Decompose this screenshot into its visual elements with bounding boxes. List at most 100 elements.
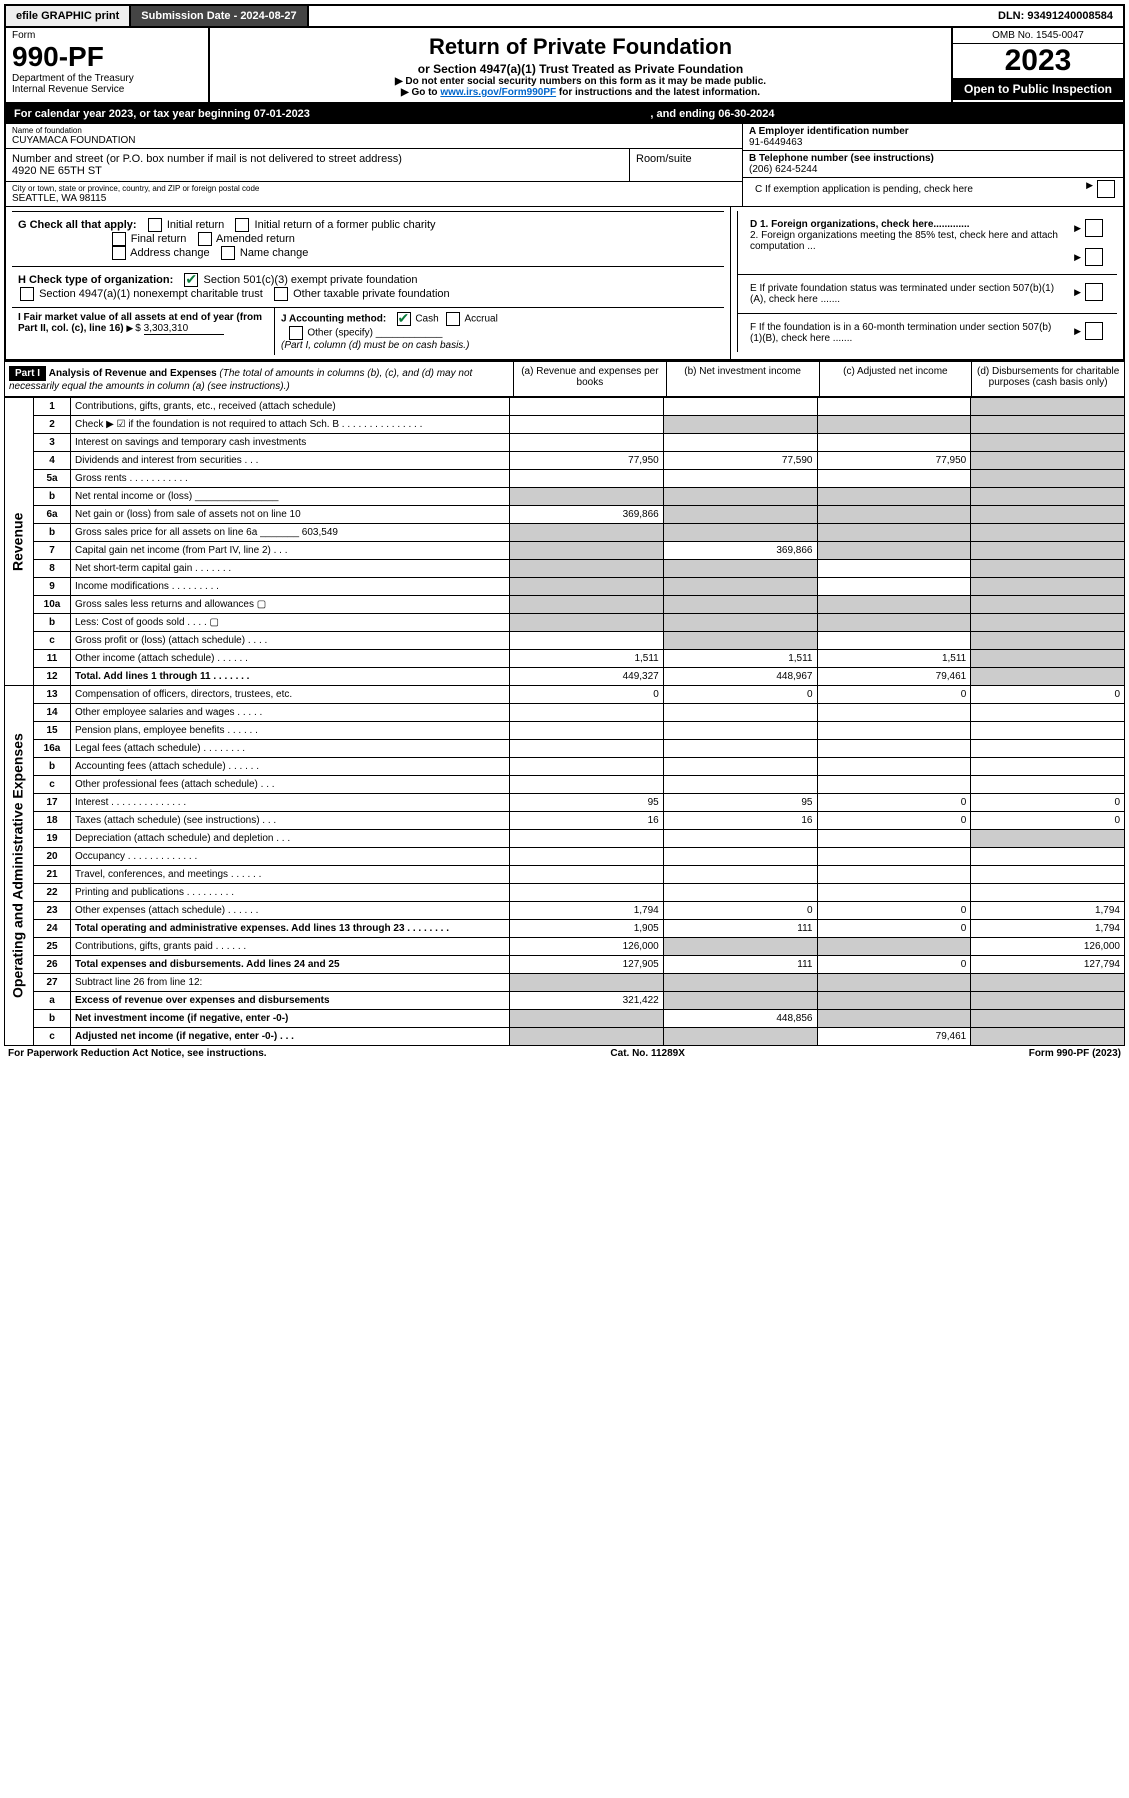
g-opt-5: Name change [240, 247, 309, 259]
value-cell-c: 0 [817, 902, 971, 920]
line-description: Interest on savings and temporary cash i… [71, 434, 510, 452]
form-title: Return of Private Foundation [220, 34, 941, 60]
calendar-year-bar: For calendar year 2023, or tax year begi… [6, 104, 1123, 124]
h-opt-3: Other taxable private foundation [293, 288, 450, 300]
value-cell-d [971, 614, 1125, 632]
value-cell-b [663, 560, 817, 578]
value-cell-d [971, 524, 1125, 542]
value-cell-b [663, 488, 817, 506]
g-initial-checkbox[interactable] [148, 218, 162, 232]
table-row: Operating and Administrative Expenses13C… [5, 686, 1125, 704]
form-header: Form 990-PF Department of the Treasury I… [4, 28, 1125, 104]
part1-label: Part I [9, 366, 46, 381]
value-cell-c [817, 722, 971, 740]
table-row: 17Interest . . . . . . . . . . . . . .95… [5, 794, 1125, 812]
g-name-checkbox[interactable] [221, 246, 235, 260]
line-description: Other professional fees (attach schedule… [71, 776, 510, 794]
line-description: Subtract line 26 from line 12: [71, 974, 510, 992]
value-cell-d [971, 434, 1125, 452]
g-final-checkbox[interactable] [112, 232, 126, 246]
e-checkbox[interactable] [1085, 283, 1103, 301]
value-cell-c [817, 1010, 971, 1028]
g-opt-1: Initial return of a former public charit… [255, 219, 436, 231]
line-description: Total operating and administrative expen… [71, 920, 510, 938]
table-row: 16aLegal fees (attach schedule) . . . . … [5, 740, 1125, 758]
line-number: 11 [34, 650, 71, 668]
e-label: E If private foundation status was termi… [744, 279, 1068, 309]
c-checkbox[interactable] [1097, 180, 1115, 198]
line-number: 15 [34, 722, 71, 740]
value-cell-b [663, 470, 817, 488]
value-cell-c: 0 [817, 794, 971, 812]
value-cell-b [663, 506, 817, 524]
value-cell-b: 1,511 [663, 650, 817, 668]
table-row: 19Depreciation (attach schedule) and dep… [5, 830, 1125, 848]
d1-checkbox[interactable] [1085, 219, 1103, 237]
line-description: Accounting fees (attach schedule) . . . … [71, 758, 510, 776]
d2-checkbox[interactable] [1085, 248, 1103, 266]
h-501c3-checkbox[interactable] [184, 273, 198, 287]
table-row: 12Total. Add lines 1 through 11 . . . . … [5, 668, 1125, 686]
j-accrual-checkbox[interactable] [446, 312, 460, 326]
g-amended-checkbox[interactable] [198, 232, 212, 246]
open-public: Open to Public Inspection [953, 78, 1123, 100]
value-cell-c [817, 938, 971, 956]
line-number: 14 [34, 704, 71, 722]
value-cell-c [817, 506, 971, 524]
j-note: (Part I, column (d) must be on cash basi… [281, 340, 469, 351]
table-row: 25Contributions, gifts, grants paid . . … [5, 938, 1125, 956]
value-cell-c [817, 560, 971, 578]
form-instructions-link[interactable]: www.irs.gov/Form990PF [440, 87, 556, 98]
value-cell-c [817, 740, 971, 758]
cal-ending: , and ending 06-30-2024 [650, 108, 774, 120]
value-cell-a [510, 614, 664, 632]
line-number: 13 [34, 686, 71, 704]
value-cell-a [510, 704, 664, 722]
table-row: 5aGross rents . . . . . . . . . . . [5, 470, 1125, 488]
form-label: Form [12, 30, 202, 41]
h-label: H Check type of organization: [18, 274, 173, 286]
g-address-checkbox[interactable] [112, 246, 126, 260]
value-cell-c [817, 992, 971, 1010]
h-4947-checkbox[interactable] [20, 287, 34, 301]
line-description: Gross rents . . . . . . . . . . . [71, 470, 510, 488]
value-cell-c: 77,950 [817, 452, 971, 470]
value-cell-a: 449,327 [510, 668, 664, 686]
value-cell-b [663, 992, 817, 1010]
foundation-name: CUYAMACA FOUNDATION [12, 135, 736, 146]
form-subtitle: or Section 4947(a)(1) Trust Treated as P… [220, 62, 941, 76]
value-cell-b [663, 614, 817, 632]
value-cell-d [971, 722, 1125, 740]
h-other-checkbox[interactable] [274, 287, 288, 301]
line-number: 25 [34, 938, 71, 956]
line-number: c [34, 1028, 71, 1046]
table-row: 9Income modifications . . . . . . . . . [5, 578, 1125, 596]
value-cell-d [971, 650, 1125, 668]
value-cell-c: 0 [817, 920, 971, 938]
value-cell-b [663, 974, 817, 992]
line-number: 12 [34, 668, 71, 686]
line-number: 5a [34, 470, 71, 488]
g-initial-former-checkbox[interactable] [235, 218, 249, 232]
f-checkbox[interactable] [1085, 322, 1103, 340]
value-cell-a: 95 [510, 794, 664, 812]
value-cell-d [971, 704, 1125, 722]
efile-print-button[interactable]: efile GRAPHIC print [6, 6, 131, 26]
line-description: Check ▶ ☑ if the foundation is not requi… [71, 416, 510, 434]
line-number: 27 [34, 974, 71, 992]
line-description: Depreciation (attach schedule) and deple… [71, 830, 510, 848]
j-cash-checkbox[interactable] [397, 312, 411, 326]
value-cell-a: 16 [510, 812, 664, 830]
value-cell-b: 448,856 [663, 1010, 817, 1028]
value-cell-c: 1,511 [817, 650, 971, 668]
value-cell-a [510, 1010, 664, 1028]
form-number: 990-PF [12, 41, 202, 73]
j-other-checkbox[interactable] [289, 326, 303, 340]
value-cell-a [510, 470, 664, 488]
value-cell-d [971, 848, 1125, 866]
value-cell-b [663, 830, 817, 848]
table-row: Revenue1Contributions, gifts, grants, et… [5, 398, 1125, 416]
table-row: cGross profit or (loss) (attach schedule… [5, 632, 1125, 650]
value-cell-c: 79,461 [817, 1028, 971, 1046]
line-number: b [34, 614, 71, 632]
